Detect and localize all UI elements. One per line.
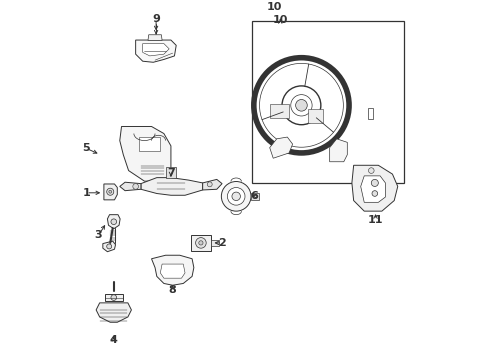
Circle shape	[232, 192, 241, 201]
Text: 2: 2	[218, 238, 226, 248]
Text: 3: 3	[95, 230, 102, 240]
Circle shape	[107, 188, 114, 195]
Circle shape	[221, 181, 251, 211]
Text: 5: 5	[82, 143, 90, 153]
Polygon shape	[309, 109, 322, 123]
Text: 10: 10	[272, 15, 288, 24]
Circle shape	[199, 241, 203, 245]
Circle shape	[207, 182, 212, 187]
Polygon shape	[330, 139, 347, 162]
Polygon shape	[141, 177, 203, 195]
Circle shape	[111, 219, 117, 225]
Polygon shape	[136, 40, 176, 62]
Polygon shape	[120, 126, 171, 181]
Text: 11: 11	[368, 215, 383, 225]
Circle shape	[111, 295, 117, 300]
Circle shape	[227, 188, 245, 205]
Text: 8: 8	[169, 285, 176, 295]
Polygon shape	[105, 294, 122, 301]
Bar	[252, 21, 404, 183]
Circle shape	[371, 179, 378, 186]
Polygon shape	[151, 255, 194, 285]
Text: 7: 7	[167, 168, 175, 178]
Polygon shape	[270, 137, 293, 158]
Polygon shape	[120, 182, 141, 191]
Polygon shape	[166, 167, 176, 177]
Text: 9: 9	[152, 14, 160, 24]
Circle shape	[282, 86, 321, 125]
Polygon shape	[148, 35, 162, 40]
Polygon shape	[270, 104, 289, 118]
Text: 10: 10	[267, 2, 283, 12]
Polygon shape	[139, 137, 160, 151]
Circle shape	[133, 184, 139, 189]
Polygon shape	[211, 240, 219, 246]
Polygon shape	[203, 179, 222, 190]
Polygon shape	[104, 184, 117, 200]
Polygon shape	[160, 264, 185, 278]
Polygon shape	[107, 215, 120, 229]
Text: 6: 6	[250, 191, 258, 201]
Text: 4: 4	[110, 335, 118, 345]
Bar	[368, 108, 373, 120]
Polygon shape	[143, 44, 169, 56]
Circle shape	[368, 168, 374, 174]
Polygon shape	[103, 241, 116, 252]
Polygon shape	[361, 176, 386, 202]
Circle shape	[107, 244, 112, 249]
Circle shape	[372, 191, 378, 196]
Circle shape	[109, 190, 112, 193]
Text: 1: 1	[82, 188, 90, 198]
Polygon shape	[352, 165, 398, 211]
Polygon shape	[191, 235, 211, 251]
Polygon shape	[251, 193, 259, 200]
Circle shape	[196, 238, 206, 248]
Circle shape	[295, 99, 307, 111]
Polygon shape	[96, 303, 131, 322]
